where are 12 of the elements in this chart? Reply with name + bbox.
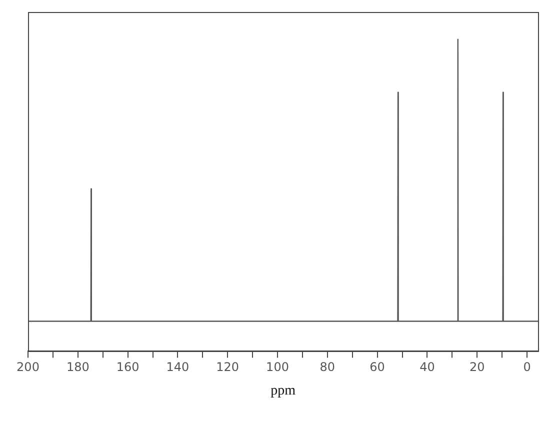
x-tick-label: 200 [16, 360, 40, 374]
x-tick-label: 60 [370, 360, 385, 374]
x-tick-label: 40 [420, 360, 435, 374]
x-tick-label: 20 [469, 360, 485, 374]
x-tick-label: 180 [66, 360, 90, 374]
x-tick-label: 100 [266, 360, 289, 374]
x-axis-title: ppm [270, 383, 296, 398]
x-tick-label: 120 [216, 360, 240, 374]
x-tick-label: 140 [166, 360, 190, 374]
x-tick-label: 160 [116, 360, 140, 374]
x-tick-label: 80 [320, 360, 336, 374]
x-tick-label: 0 [523, 360, 531, 374]
